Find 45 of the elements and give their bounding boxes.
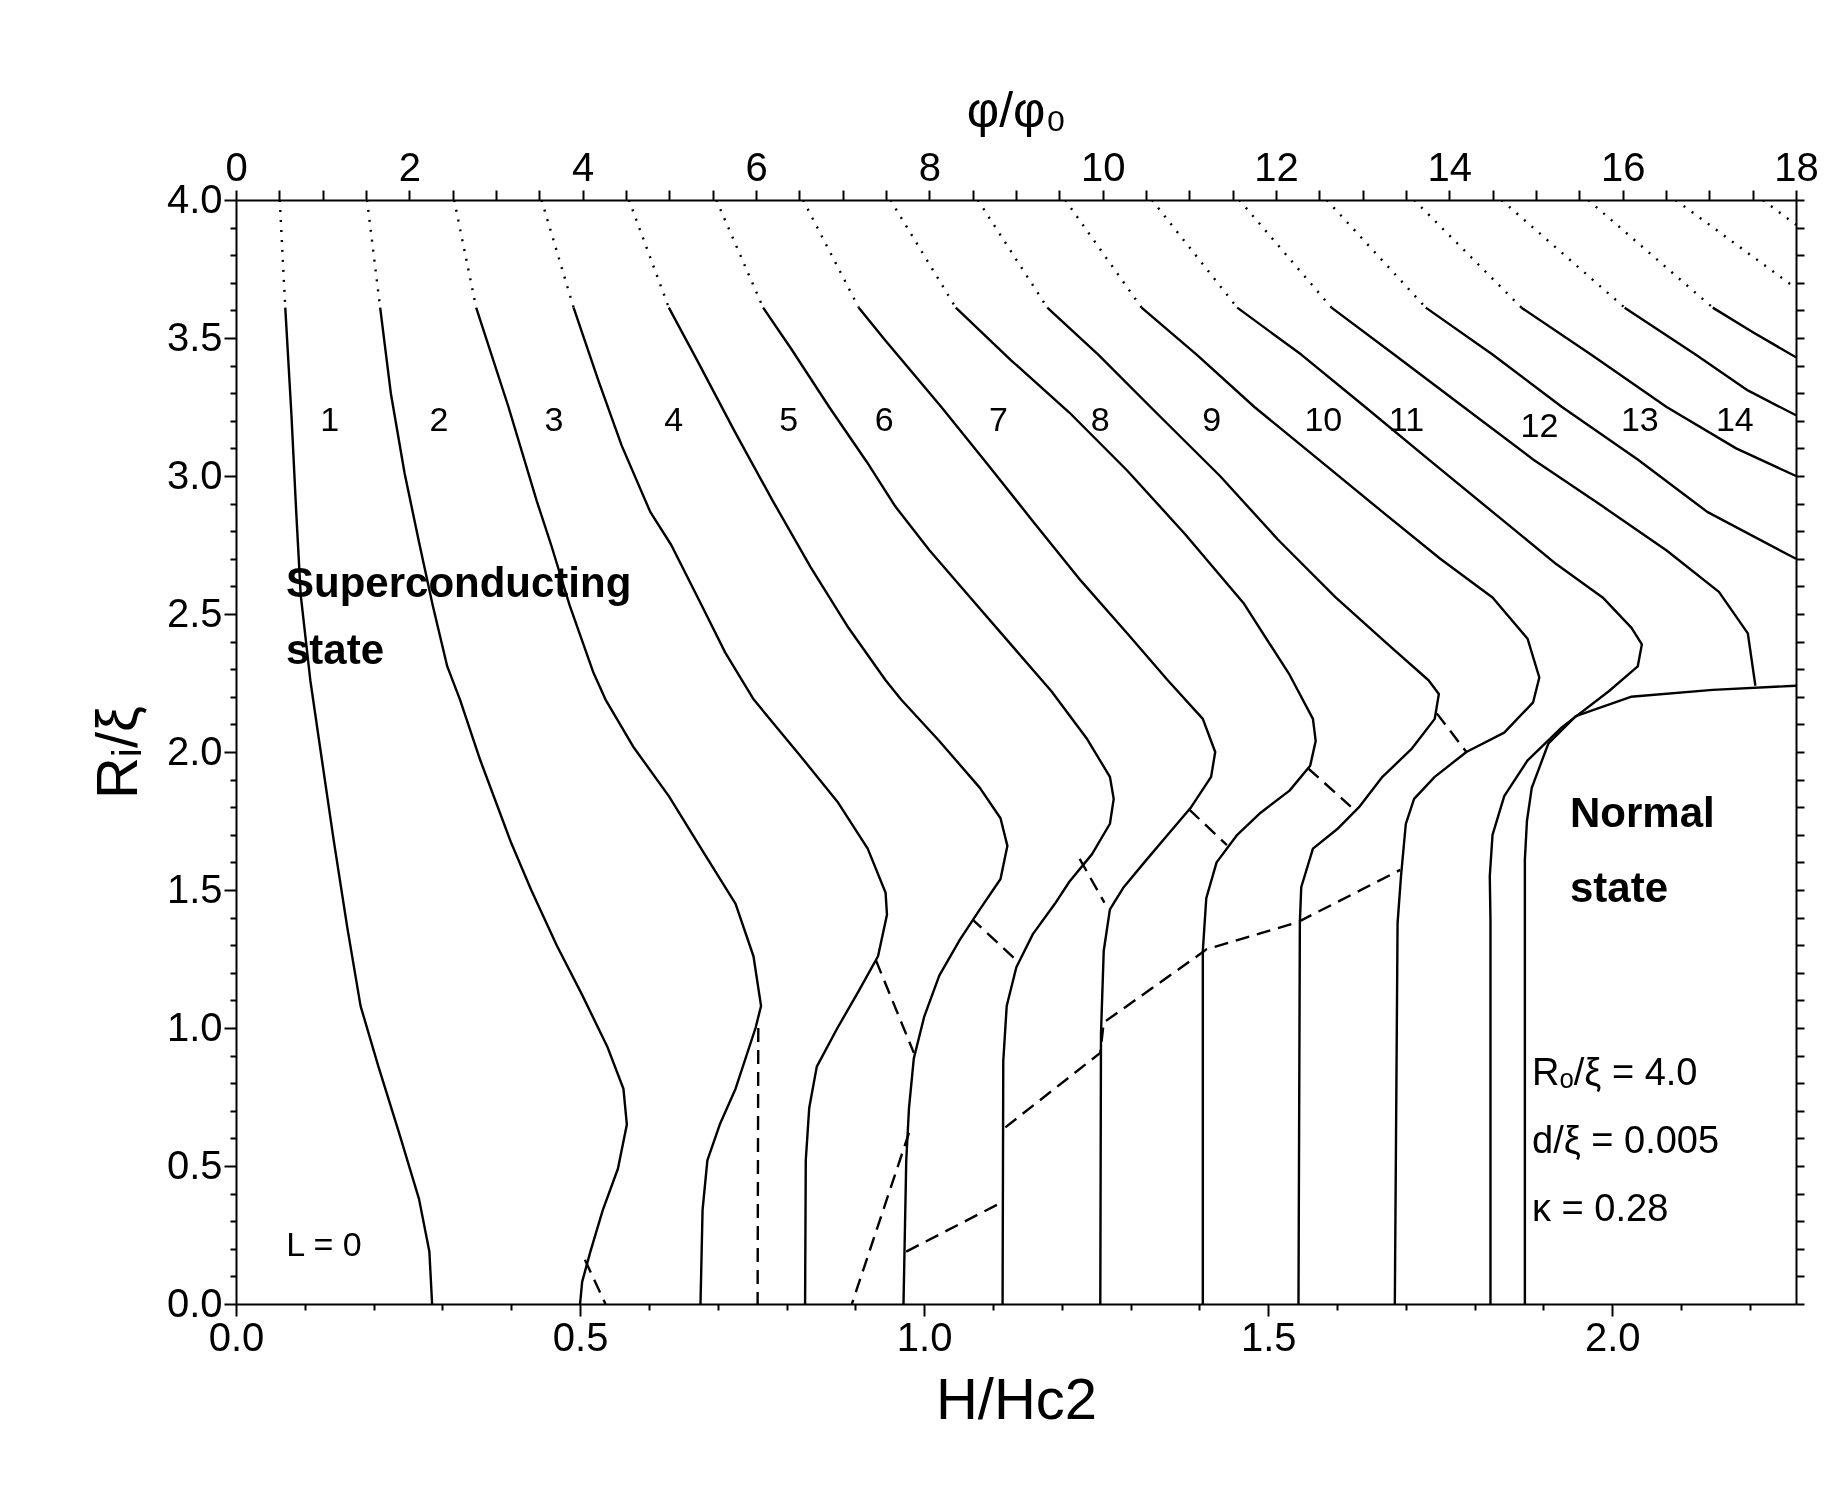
annotation: 3 (544, 400, 564, 438)
x2-axis-title: φ/φ₀ (966, 81, 1067, 138)
x-tick-label: 1.5 (1240, 1314, 1297, 1359)
annotation: 4 (664, 400, 684, 438)
y-tick-label: 2.0 (166, 728, 223, 773)
annotation: 14 (1715, 400, 1754, 438)
y-tick-label: 2.5 (166, 590, 223, 635)
x2-tick-label: 4 (572, 144, 595, 189)
y-tick-label: 3.5 (166, 314, 223, 359)
y-tick-label: 0.5 (166, 1142, 223, 1187)
annotation: κ = 0.28 (1532, 1187, 1669, 1229)
annotation: 11 (1388, 400, 1425, 438)
annotation: d/ξ = 0.005 (1532, 1119, 1720, 1161)
annotation: 2 (429, 400, 449, 438)
annotation: Normal (1570, 789, 1715, 836)
x2-tick-label: 0 (225, 144, 248, 189)
annotation: 13 (1620, 400, 1659, 438)
y-tick-label: 1.5 (166, 866, 223, 911)
x-axis-title: H/Hc2 (935, 1365, 1098, 1431)
x-tick-label: 1.0 (896, 1314, 953, 1359)
y-tick-label: 3.0 (166, 452, 223, 497)
x2-tick-label: 10 (1080, 144, 1126, 189)
y-tick-label: 1.0 (166, 1004, 223, 1049)
x2-tick-label: 2 (398, 144, 421, 189)
annotation: Rₒ/ξ = 4.0 (1532, 1051, 1698, 1093)
annotation: 1 (320, 400, 340, 438)
x2-tick-label: 8 (918, 144, 941, 189)
annotation: 7 (989, 400, 1008, 438)
x2-tick-label: 6 (745, 144, 768, 189)
x-tick-label: 0.5 (552, 1314, 609, 1359)
x2-tick-label: 18 (1774, 144, 1819, 189)
annotation: state (1570, 864, 1669, 911)
y-axis-title: Rᵢ/ξ (83, 705, 149, 800)
annotation: 9 (1202, 400, 1222, 438)
annotation: 5 (779, 400, 799, 438)
annotation: 8 (1090, 400, 1110, 438)
annotation: 6 (874, 400, 894, 438)
annotation: 12 (1520, 406, 1559, 444)
x2-tick-label: 14 (1427, 144, 1473, 189)
x2-tick-label: 12 (1254, 144, 1299, 189)
x2-tick-label: 16 (1600, 144, 1646, 189)
y-tick-label: 4.0 (166, 176, 223, 221)
annotation: 10 (1304, 400, 1343, 438)
annotation: L = 0 (286, 1225, 362, 1263)
x-tick-label: 2.0 (1584, 1314, 1641, 1359)
